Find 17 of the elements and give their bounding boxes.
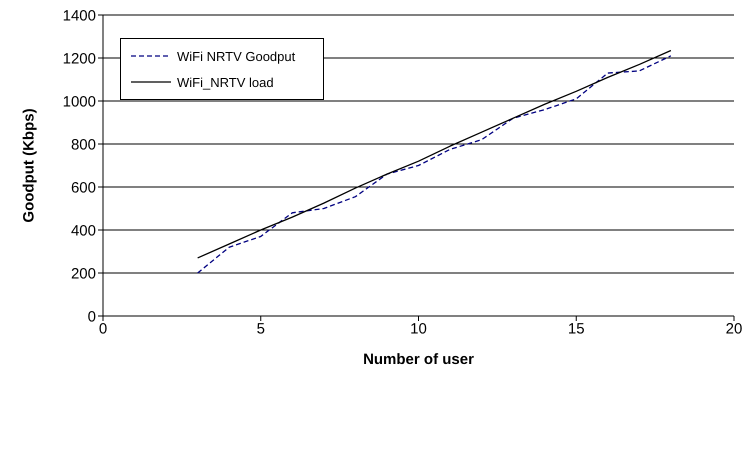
y-tick-label: 1000: [62, 93, 96, 110]
x-tick-label: 15: [568, 320, 585, 338]
y-tick-label: 400: [70, 222, 96, 240]
y-tick-label: 800: [70, 136, 96, 154]
x-tick-label: 0: [98, 320, 108, 338]
y-axis-title: Goodput (Kbps): [20, 108, 38, 223]
x-axis-title: Number of user: [363, 351, 474, 368]
x-tick-label: 5: [256, 320, 265, 338]
legend-label: WiFi_NRTV load: [177, 74, 274, 90]
x-tick-label: 10: [410, 320, 427, 338]
y-tick-label: 1400: [62, 7, 96, 24]
legend-label: WiFi NRTV Goodput: [177, 48, 296, 64]
y-tick-label: 200: [70, 265, 96, 282]
y-tick-label: 0: [88, 308, 96, 326]
y-tick-label: 600: [70, 179, 96, 196]
y-tick-label: 1200: [62, 50, 96, 68]
x-tick-label: 20: [726, 320, 742, 338]
